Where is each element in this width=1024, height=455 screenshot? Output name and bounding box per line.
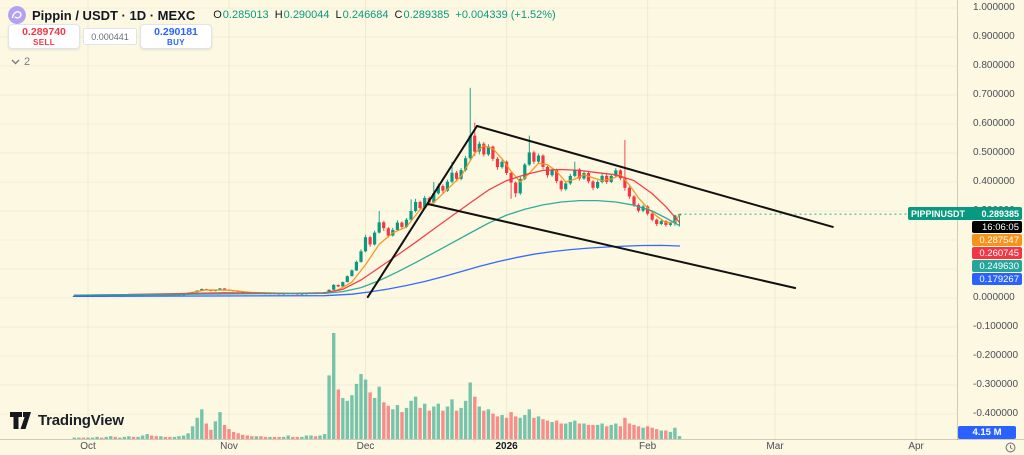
ma-price-badge-blue: 0.179267	[972, 273, 1022, 285]
ohlc-values: O 0.285013 H 0.290044 L 0.246684 C 0.289385 …	[213, 9, 556, 21]
time-label-Nov: Nov	[220, 441, 238, 452]
hidden-indicators-count: 2	[24, 56, 31, 68]
volume-value-badge: 4.15 M	[958, 426, 1016, 439]
ma-price-badge-orange: 0.287547	[972, 234, 1022, 246]
ma-line-orange	[73, 145, 681, 297]
ma-price-badge-red: 0.260745	[972, 247, 1022, 259]
symbol-title[interactable]: Pippin / USDT · 1D · MEXC	[32, 7, 196, 23]
price-tick-label: 0.000000	[973, 292, 1015, 303]
tradingview-logo[interactable]: TradingView	[10, 412, 124, 429]
price-tick-label: -0.100000	[973, 321, 1019, 332]
price-tick-label: 0.400000	[973, 176, 1015, 187]
volume-bars	[72, 333, 682, 439]
trendline-3[interactable]	[426, 203, 797, 289]
change-value: +0.004339 (+1.52%)	[455, 9, 556, 21]
axis-corner	[958, 440, 1024, 455]
last-price-badge: PIPPINUSDT 0.289385	[908, 207, 1022, 220]
price-tick-label: 0.500000	[973, 147, 1015, 158]
price-tick-label: 0.700000	[973, 89, 1015, 100]
time-label-Feb: Feb	[639, 441, 657, 452]
spread-value: 0.000441	[83, 28, 137, 45]
trendline-1[interactable]	[366, 125, 478, 299]
time-label-Apr: Apr	[908, 441, 924, 452]
symbol-legend: Pippin / USDT · 1D · MEXC O 0.285013 H 0.2…	[8, 6, 556, 24]
price-tick-label: 1.000000	[973, 2, 1015, 13]
symbol-badge-name: PIPPINUSDT	[911, 208, 966, 219]
time-label-Dec: Dec	[356, 441, 375, 452]
buy-button[interactable]: 0.290181 BUY	[140, 24, 212, 49]
time-label-Mar: Mar	[766, 441, 784, 452]
price-tick-label: -0.400000	[973, 408, 1019, 419]
tradingview-brand-text: TradingView	[38, 412, 124, 429]
ma-line-blue	[73, 244, 681, 297]
sell-button[interactable]: 0.289740 SELL	[8, 24, 80, 49]
buy-sell-widget: 0.289740 SELL 0.000441 0.290181 BUY	[8, 24, 212, 49]
bar-countdown-badge: 16:06:05	[972, 221, 1022, 233]
ma-line-teal	[73, 199, 681, 296]
trendline-2[interactable]	[476, 125, 834, 228]
chevron-down-icon	[11, 59, 20, 65]
pippin-logo-icon	[8, 6, 26, 24]
candles	[72, 87, 682, 297]
price-scale[interactable]: 1.000000 0.900000 0.800000 0.700000 0.600000…	[957, 0, 1024, 440]
ma-line-red	[73, 168, 681, 297]
clock-icon[interactable]	[1005, 442, 1016, 453]
price-tick-label: -0.200000	[973, 350, 1019, 361]
legend-collapse-toggle[interactable]: 2	[11, 56, 30, 68]
price-tick-label: -0.300000	[973, 379, 1019, 390]
time-label-2026: 2026	[495, 441, 518, 452]
time-label-Oct: Oct	[80, 441, 96, 452]
symbol-badge-value: 0.289385	[981, 208, 1019, 219]
price-tick-label: 0.900000	[973, 31, 1015, 42]
grid-lines	[0, 0, 957, 440]
ma-price-badge-teal: 0.249630	[972, 260, 1022, 272]
time-scale[interactable]: Oct Nov Dec 2026 Feb Mar Apr	[0, 439, 1024, 455]
price-tick-label: 0.800000	[973, 60, 1015, 71]
price-tick-label: 0.600000	[973, 118, 1015, 129]
tradingview-logo-icon	[10, 412, 31, 429]
